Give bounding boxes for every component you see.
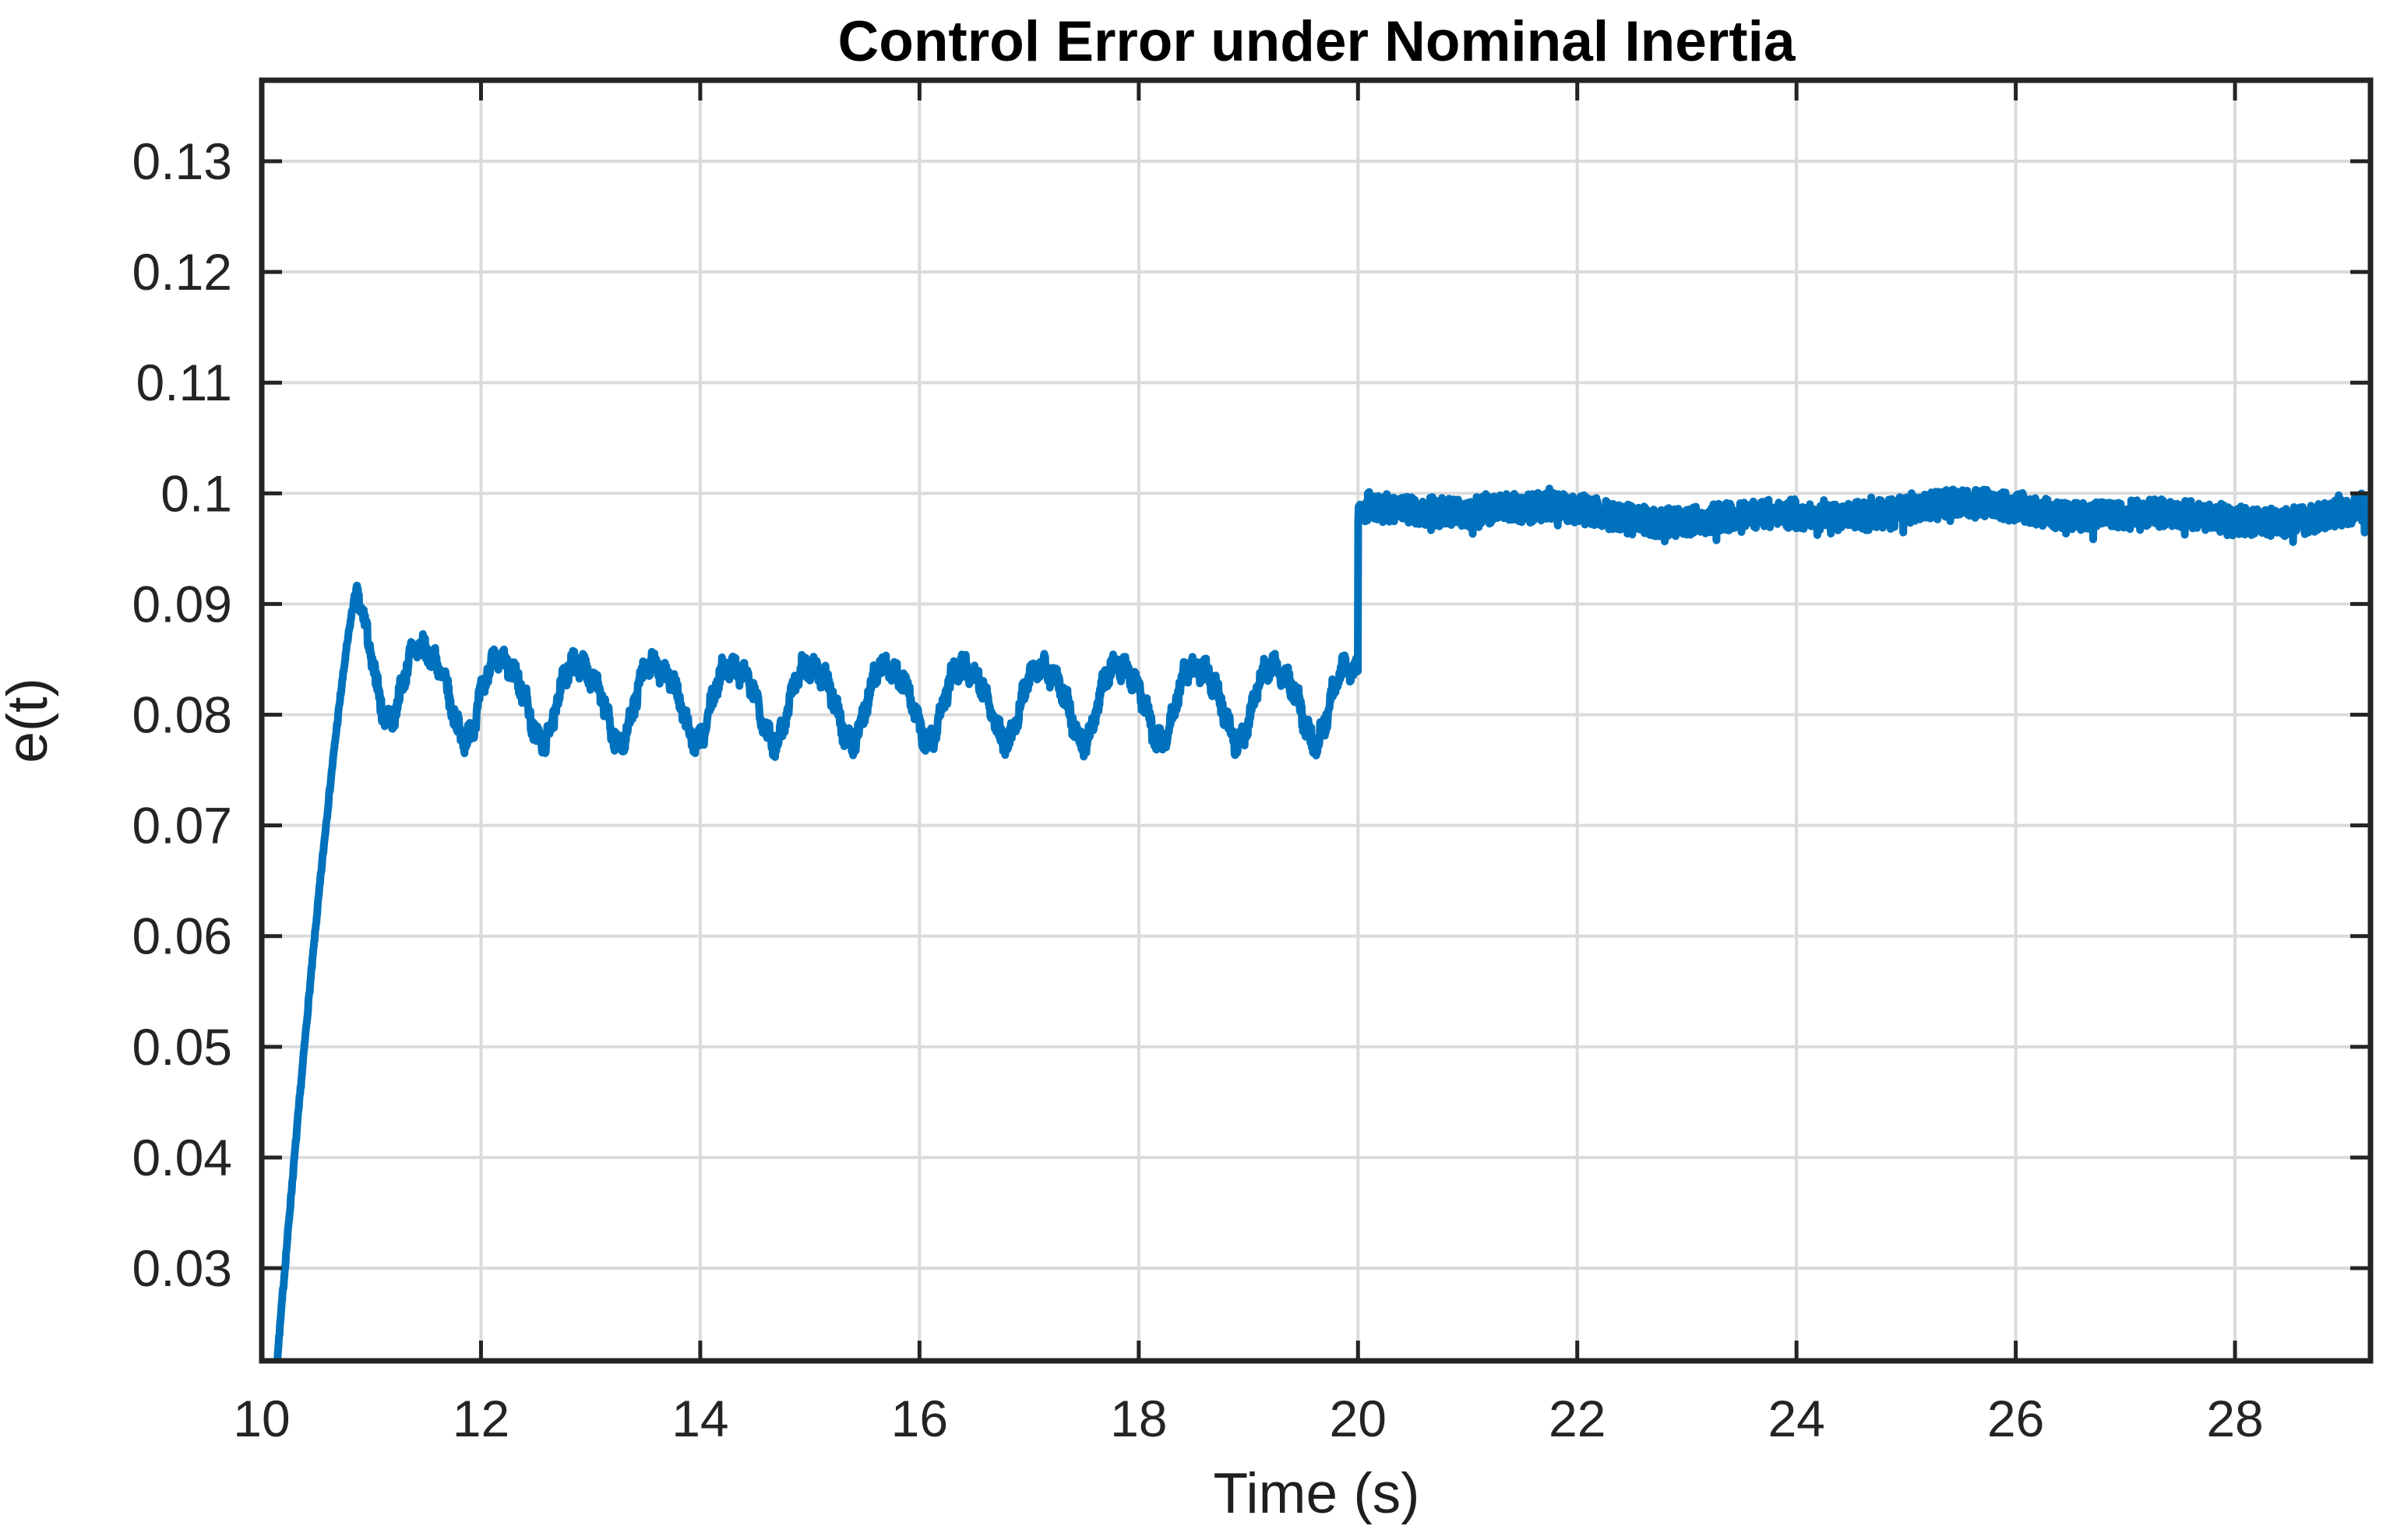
y-tick-label: 0.09 — [132, 575, 232, 633]
axis-box — [259, 77, 2374, 1364]
y-tick-label: 0.1 — [160, 464, 232, 522]
x-tick-label: 26 — [1987, 1390, 2044, 1447]
y-tick-label: 0.05 — [132, 1018, 232, 1076]
chart-title: Control Error under Nominal Inertia — [838, 10, 1796, 73]
grid-lines — [260, 80, 2371, 1361]
x-tick-label: 20 — [1330, 1390, 1387, 1447]
y-tick-label: 0.12 — [132, 243, 232, 301]
y-tick-label: 0.03 — [132, 1239, 232, 1297]
y-tick-label: 0.08 — [132, 686, 232, 744]
tick-marks — [259, 80, 2371, 1361]
x-tick-label: 16 — [891, 1390, 948, 1447]
x-tick-label: 14 — [671, 1390, 728, 1447]
x-tick-label: 22 — [1549, 1390, 1606, 1447]
x-tick-label: 28 — [2206, 1390, 2263, 1447]
y-tick-labels: 0.03 0.04 0.05 0.06 0.07 0.08 0.09 0.1 0.11 0.12 0… — [132, 132, 232, 1297]
x-tick-label: 24 — [1768, 1390, 1824, 1447]
x-tick-label: 10 — [233, 1390, 290, 1447]
y-axis-label: e(t) — [0, 678, 59, 763]
y-tick-label: 0.07 — [132, 797, 232, 855]
x-tick-label: 18 — [1110, 1390, 1167, 1447]
y-tick-label: 0.13 — [132, 132, 232, 190]
data-series-line — [273, 485, 2371, 1361]
y-tick-label: 0.06 — [132, 907, 232, 965]
x-tick-label: 12 — [453, 1390, 509, 1447]
y-tick-label: 0.11 — [136, 354, 232, 411]
x-tick-labels: 10 12 14 16 18 20 22 24 26 28 — [233, 1390, 2263, 1447]
y-tick-label: 0.04 — [132, 1129, 232, 1186]
x-axis-label: Time (s) — [1214, 1462, 1420, 1525]
